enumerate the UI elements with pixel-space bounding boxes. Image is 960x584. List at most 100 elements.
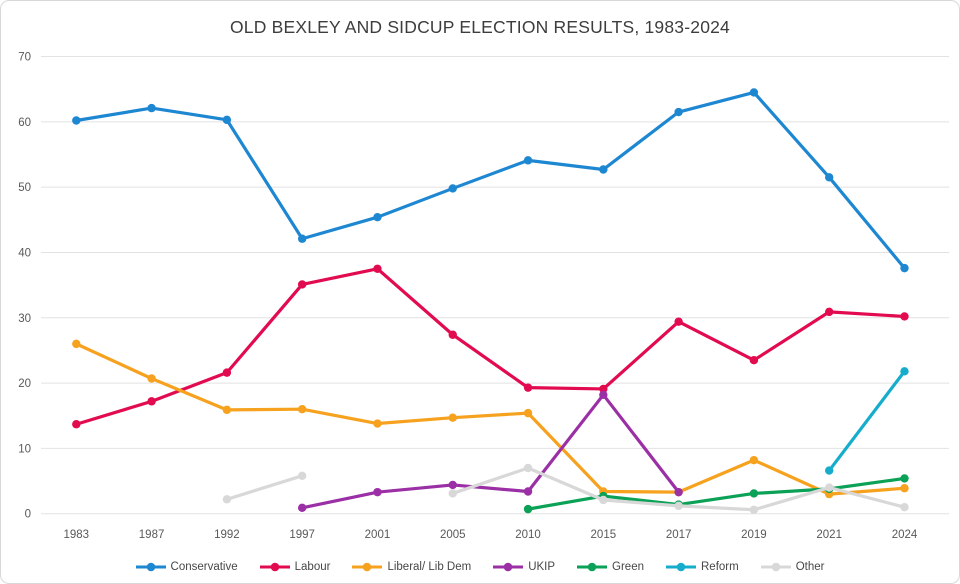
x-axis-tick-label: 2021	[816, 529, 842, 541]
legend-item-labour: Labour	[259, 561, 331, 573]
chart-title: OLD BEXLEY AND SIDCUP ELECTION RESULTS, …	[229, 17, 730, 37]
x-axis-tick-label: 2005	[440, 529, 466, 541]
legend-item-green: Green	[577, 561, 644, 573]
legend-marker-other	[760, 562, 791, 572]
data-point-other	[599, 495, 608, 505]
data-point-ukip	[599, 390, 608, 400]
data-point-ukip	[448, 480, 457, 490]
data-point-labour	[297, 280, 307, 289]
data-point-reform	[825, 466, 834, 475]
data-point-ukip	[297, 503, 307, 513]
data-point-conservative	[448, 184, 457, 193]
data-point-ukip	[523, 487, 533, 496]
data-point-conservative	[72, 116, 81, 125]
legend-item-liberal-lib-dem: Liberal/ Lib Dem	[352, 561, 471, 573]
x-axis-tick-label: 2001	[365, 529, 391, 541]
data-point-labour	[599, 384, 608, 394]
legend-marker-conservative	[135, 562, 166, 572]
data-point-liberal-lib-dem	[448, 413, 457, 422]
legend-label-liberal-lib-dem: Liberal/ Lib Dem	[387, 561, 472, 573]
series-line-labour	[74, 267, 907, 426]
series-line-conservative	[74, 90, 907, 270]
legend-item-conservative: Conservative	[135, 561, 238, 573]
data-point-other	[825, 483, 834, 492]
y-axis-tick-label: 0	[25, 509, 31, 521]
data-point-labour	[749, 356, 759, 365]
legend-marker-labour	[259, 562, 290, 572]
x-axis-tick-label: 2015	[591, 529, 617, 541]
data-point-liberal-lib-dem	[523, 408, 533, 418]
x-axis-tick-label: 1987	[139, 529, 165, 541]
data-point-green	[523, 504, 533, 514]
data-point-conservative	[749, 88, 759, 97]
data-point-liberal-lib-dem	[147, 374, 156, 383]
legend-label-ukip: UKIP	[528, 561, 556, 573]
data-point-other	[297, 471, 307, 481]
x-axis-tick-label: 1997	[289, 529, 315, 541]
data-point-conservative	[297, 234, 307, 243]
series-line-green	[526, 476, 907, 511]
x-axis-tick-label: 2024	[892, 529, 918, 541]
data-point-green	[900, 474, 909, 483]
legend-label-other: Other	[795, 561, 825, 573]
x-axis-tick-label: 1983	[64, 529, 90, 541]
legend-marker-ukip	[493, 562, 524, 572]
data-point-conservative	[900, 263, 909, 273]
legend-marker-reform	[666, 562, 696, 572]
data-point-labour	[900, 312, 909, 321]
data-point-conservative	[674, 107, 683, 117]
data-point-liberal-lib-dem	[297, 404, 307, 414]
data-point-liberal-lib-dem	[373, 419, 382, 428]
y-axis-tick-label: 70	[18, 52, 31, 64]
data-point-liberal-lib-dem	[72, 339, 81, 349]
legend-item-other: Other	[760, 561, 825, 573]
legend-item-reform: Reform	[666, 561, 739, 573]
data-point-other	[749, 505, 759, 514]
data-point-other	[448, 489, 457, 498]
x-axis-tick-label: 2019	[741, 529, 767, 541]
data-point-liberal-lib-dem	[900, 484, 909, 493]
data-point-labour	[222, 368, 232, 377]
x-axis-tick-label: 2017	[666, 529, 692, 541]
data-point-other	[900, 502, 909, 512]
data-point-other	[222, 495, 232, 504]
x-axis-tick-label: 2010	[515, 529, 541, 541]
y-axis-tick-label: 10	[18, 443, 31, 455]
data-point-labour	[825, 307, 834, 317]
y-axis-tick-label: 30	[18, 313, 31, 325]
data-point-other	[523, 463, 533, 473]
legend-label-labour: Labour	[294, 561, 331, 573]
data-point-labour	[373, 264, 382, 273]
data-point-labour	[448, 330, 457, 339]
y-axis-tick-label: 40	[18, 247, 31, 259]
y-axis-tick-label: 60	[18, 117, 31, 129]
data-point-conservative	[599, 165, 608, 174]
legend-marker-green	[577, 562, 608, 572]
data-point-reform	[900, 367, 909, 376]
series-line-liberal-lib-dem	[74, 342, 907, 496]
data-point-ukip	[373, 487, 382, 497]
data-point-labour	[72, 420, 81, 429]
data-point-liberal-lib-dem	[749, 455, 759, 465]
data-point-conservative	[147, 103, 156, 113]
y-axis-tick-label: 20	[18, 378, 31, 390]
legend-label-conservative: Conservative	[170, 561, 238, 573]
y-axis-tick-label: 50	[18, 182, 31, 194]
data-point-other	[674, 501, 683, 511]
data-point-liberal-lib-dem	[222, 405, 232, 415]
data-point-labour	[523, 383, 533, 392]
data-point-conservative	[373, 212, 382, 222]
legend-item-ukip: UKIP	[493, 561, 555, 573]
chart-legend: Conservative Labour Liberal/ Lib Dem UKIP Gr…	[1, 561, 959, 573]
data-point-labour	[147, 397, 156, 406]
legend-marker-liberal-lib-dem	[352, 562, 383, 572]
data-point-conservative	[222, 115, 232, 125]
data-point-conservative	[825, 173, 834, 182]
x-axis-tick-label: 1992	[214, 529, 240, 541]
data-point-conservative	[523, 156, 533, 165]
data-point-ukip	[674, 487, 683, 497]
data-point-green	[749, 489, 759, 498]
legend-label-reform: Reform	[701, 561, 739, 573]
